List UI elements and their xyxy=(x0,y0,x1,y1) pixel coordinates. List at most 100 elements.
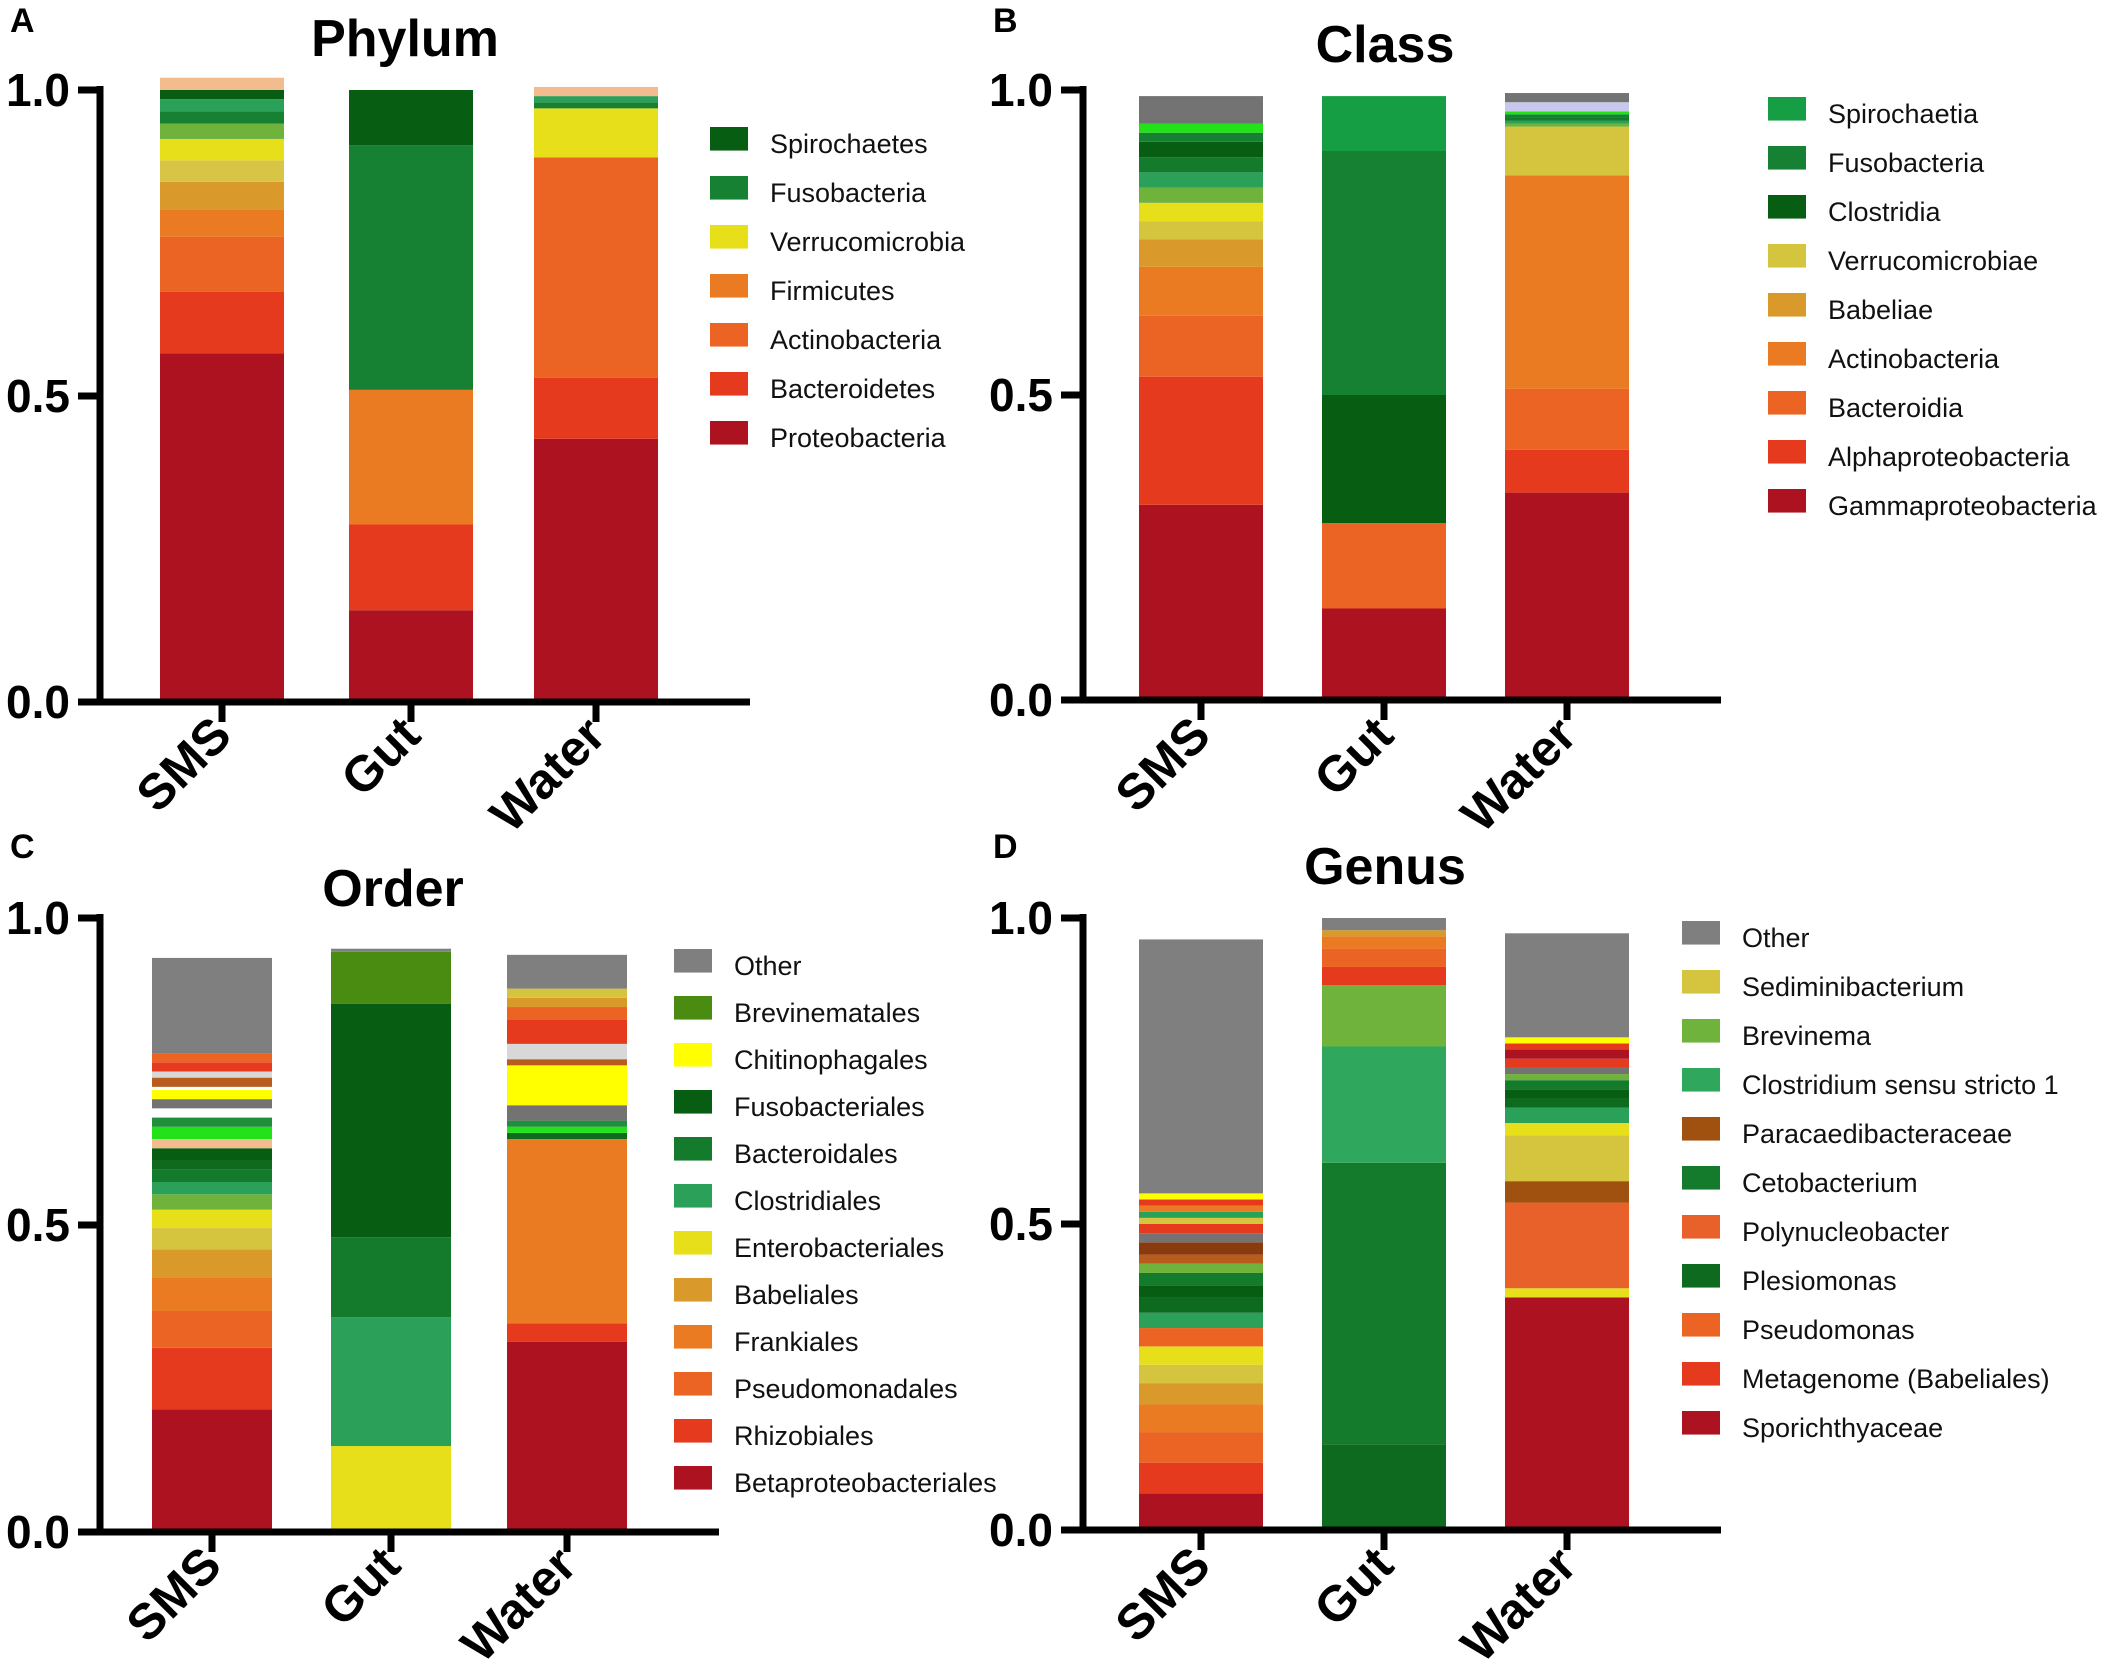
bar-segment xyxy=(534,438,658,702)
bar-segment xyxy=(1505,126,1629,176)
bar-segment xyxy=(507,954,627,989)
y-tick-label: 0.0 xyxy=(6,676,70,728)
bar-segment xyxy=(152,1347,272,1410)
bar-segment xyxy=(534,102,658,109)
bar-segment xyxy=(1505,1067,1629,1075)
bar-segment xyxy=(1505,123,1629,127)
bar-segment xyxy=(160,99,284,112)
bar-segment xyxy=(1505,93,1629,103)
bar-segment xyxy=(331,1317,451,1447)
y-tick-label: 1.0 xyxy=(989,892,1053,944)
x-category-label: Gut xyxy=(330,706,431,807)
legend-swatch xyxy=(710,127,748,151)
bar-segment xyxy=(1139,1233,1263,1243)
legend-label: Sporichthyaceae xyxy=(1742,1413,1943,1443)
bar-segment xyxy=(1322,936,1446,949)
bar-segment xyxy=(1505,1080,1629,1090)
legend-label: Cetobacterium xyxy=(1742,1168,1918,1198)
bar-segment xyxy=(1139,939,1263,1194)
legend-label: Babeliales xyxy=(734,1280,859,1310)
legend-swatch xyxy=(1682,1019,1720,1043)
legend-swatch xyxy=(1768,146,1806,170)
bar-segment xyxy=(1322,395,1446,524)
bar-segment xyxy=(152,1053,272,1063)
bar-segment xyxy=(1505,1037,1629,1044)
bar-segment xyxy=(1139,1493,1263,1530)
legend-swatch xyxy=(674,1090,712,1114)
bar-segment xyxy=(1505,1123,1629,1136)
legend-label: Plesiomonas xyxy=(1742,1266,1897,1296)
bar-segment xyxy=(160,236,284,292)
y-tick-label: 1.0 xyxy=(6,892,70,944)
y-tick-label: 0.0 xyxy=(6,1506,70,1558)
bar-segment xyxy=(152,1148,272,1161)
legend-label: Firmicutes xyxy=(770,276,895,306)
legend-swatch xyxy=(1768,293,1806,317)
bar-segment xyxy=(331,1237,451,1318)
legend-swatch xyxy=(674,1419,712,1443)
bar-segment xyxy=(160,77,284,90)
bar-segment xyxy=(1322,918,1446,931)
legend-swatch xyxy=(674,1043,712,1067)
bar-segment xyxy=(1139,1217,1263,1224)
legend-swatch xyxy=(674,949,712,973)
bar-segment xyxy=(331,1003,451,1238)
legend-swatch xyxy=(674,1466,712,1490)
bar-segment xyxy=(1139,1285,1263,1298)
legend-label: Spirochaetes xyxy=(770,129,928,159)
x-category-label: Water xyxy=(1450,706,1587,843)
legend-swatch xyxy=(1682,1264,1720,1288)
bar-segment xyxy=(534,157,658,378)
bar-segment xyxy=(160,138,284,161)
bar-segment xyxy=(1322,930,1446,937)
bar-segment xyxy=(152,1108,272,1118)
legend-swatch xyxy=(674,1325,712,1349)
x-category-label: SMS xyxy=(126,706,242,822)
legend-label: Metagenome (Babeliales) xyxy=(1742,1364,2050,1394)
bar-segment xyxy=(152,957,272,1054)
legend-swatch xyxy=(1682,1166,1720,1190)
bar-segment xyxy=(1139,266,1263,316)
legend-label: Frankiales xyxy=(734,1327,859,1357)
bar-segment xyxy=(349,90,473,146)
legend-swatch xyxy=(1768,489,1806,513)
panel-letter: B xyxy=(993,2,1018,40)
y-tick-label: 0.0 xyxy=(989,1504,1053,1556)
bar-segment xyxy=(152,1077,272,1087)
legend-swatch xyxy=(1768,391,1806,415)
bar-segment xyxy=(349,389,473,525)
bar-segment xyxy=(1322,985,1446,1047)
bar-segment xyxy=(160,123,284,139)
bar-segment xyxy=(507,1065,627,1106)
legend-swatch xyxy=(674,1231,712,1255)
bar-segment xyxy=(331,1446,451,1532)
bar-segment xyxy=(1505,1107,1629,1124)
legend-swatch xyxy=(1682,921,1720,945)
bar-segment xyxy=(152,1194,272,1210)
legend-label: Verrucomicrobia xyxy=(770,227,966,257)
x-category-label: Gut xyxy=(1303,1536,1404,1637)
bar-segment xyxy=(507,988,627,998)
bar-segment xyxy=(152,1182,272,1195)
x-category-label: Water xyxy=(1450,1536,1587,1663)
bar-segment xyxy=(1139,1211,1263,1218)
legend-swatch xyxy=(1682,1215,1720,1239)
bar-segment xyxy=(1322,523,1446,609)
legend-swatch xyxy=(1682,1313,1720,1337)
y-tick-label: 1.0 xyxy=(989,64,1053,116)
bar-segment xyxy=(331,948,451,952)
bar-segment xyxy=(349,610,473,702)
bar-segment xyxy=(160,291,284,354)
bar-segment xyxy=(1139,1193,1263,1200)
legend-swatch xyxy=(710,323,748,347)
chart-title: Order xyxy=(322,860,464,918)
bar-segment xyxy=(1505,492,1629,700)
legend-swatch xyxy=(1682,1411,1720,1435)
bar-segment xyxy=(1139,202,1263,222)
bar-segment xyxy=(534,86,658,97)
bar-segment xyxy=(1505,117,1629,121)
bar-segment xyxy=(507,1007,627,1020)
y-tick-label: 1.0 xyxy=(6,64,70,116)
bar-segment xyxy=(1139,1328,1263,1347)
bar-segment xyxy=(1505,1098,1629,1108)
